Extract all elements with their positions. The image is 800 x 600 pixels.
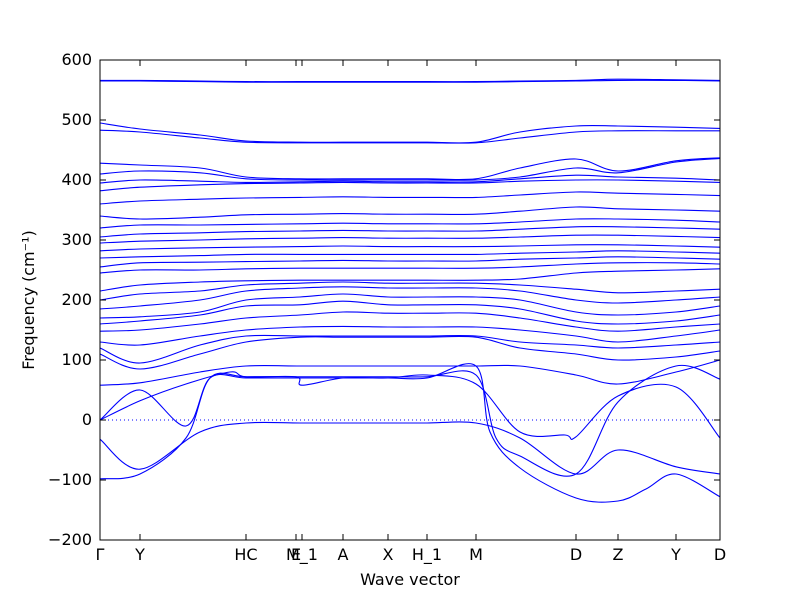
x-tick-label: D	[714, 545, 726, 564]
band-line-30	[99, 79, 721, 83]
band-line-4	[99, 371, 721, 440]
band-line-2	[99, 363, 721, 503]
plot-frame	[99, 59, 721, 541]
band-line-27	[99, 157, 721, 181]
x-tick-label: E	[291, 545, 301, 564]
x-tick-label: A	[338, 545, 349, 564]
band-line-9	[99, 311, 721, 332]
band-line-16	[99, 256, 721, 268]
plot-area: −200 −100 0 100 200 300 400 500 600 Γ Y HC EM_1 A X H_1…	[48, 50, 726, 565]
band-line-24	[99, 179, 721, 192]
band-line-18	[99, 244, 721, 252]
band-line-28	[99, 129, 720, 144]
band-line-31	[99, 78, 721, 83]
band-line-1	[99, 421, 721, 475]
y-tick-label: 0	[82, 410, 92, 429]
band-line-22	[99, 206, 721, 220]
band-line-13	[99, 281, 721, 301]
band-line-11	[99, 293, 721, 319]
band-line-14	[99, 268, 721, 292]
band-line-26	[99, 157, 721, 181]
band-line-20	[99, 226, 721, 238]
band-line-25	[99, 174, 721, 184]
band-line-19	[99, 234, 721, 244]
band-line-5	[99, 359, 721, 386]
band-line-7	[99, 334, 721, 364]
band-line-3	[99, 364, 721, 480]
x-tick-label: M	[469, 545, 483, 564]
y-tick-label: 500	[61, 110, 92, 129]
y-axis-title: Frequency (cm⁻¹)	[19, 230, 38, 369]
y-tick-label: 400	[61, 170, 92, 189]
y-tick-label: 600	[61, 50, 92, 69]
band-line-10	[99, 300, 721, 325]
y-tick-label: 300	[61, 230, 92, 249]
x-tick-label: H_1	[412, 545, 442, 565]
y-tick-label: −200	[48, 530, 92, 549]
x-tick-label: Y	[670, 545, 681, 564]
band-line-8	[99, 325, 721, 346]
x-tick-label: HC	[234, 545, 257, 564]
x-tick-label: M_1	[286, 545, 318, 565]
y-tick-label: −100	[48, 470, 92, 489]
x-tick-label: Z	[613, 545, 624, 564]
y-tick-label: 200	[61, 290, 92, 309]
band-line-17	[99, 250, 721, 259]
band-line-23	[99, 191, 721, 205]
x-axis-title: Wave vector	[360, 570, 460, 589]
x-tick-label: D	[570, 545, 582, 564]
band-line-12	[99, 286, 721, 310]
bands	[99, 78, 721, 503]
band-line-6	[99, 335, 721, 370]
y-tick-label: 100	[61, 350, 92, 369]
x-tick-label: Γ	[96, 545, 105, 564]
band-line-15	[99, 262, 721, 274]
x-tick-label: X	[383, 545, 394, 564]
band-line-29	[99, 122, 721, 144]
x-tick-label: Y	[134, 545, 145, 564]
band-line-21	[99, 218, 721, 229]
